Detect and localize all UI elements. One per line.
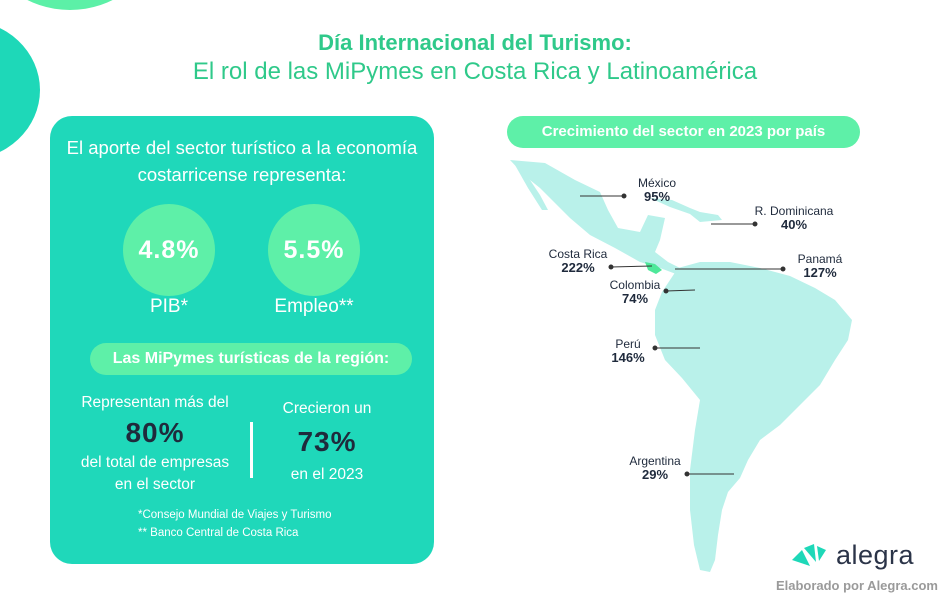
credit-text: Elaborado por Alegra.com [775, 578, 938, 593]
costarica-leader [610, 265, 653, 268]
stat-share-value: 80% [125, 417, 185, 448]
baja-california-shape [515, 165, 548, 210]
costa-rica-highlight [645, 262, 662, 274]
stat-growth: Crecieron un 73% en el 2023 [262, 398, 392, 486]
stat-growth-post: en el 2023 [290, 466, 364, 483]
divider [250, 422, 253, 478]
page-subtitle: El rol de las MiPymes en Costa Rica y La… [192, 58, 758, 85]
label-panama: Panamá 127% [797, 252, 843, 280]
label-colombia: Colombia 74% [609, 278, 661, 306]
stat-growth-value: 73% [297, 426, 357, 457]
stat-share: Representan más del 80% del total de emp… [62, 392, 248, 496]
label-dominicana: R. Dominicana 40% [754, 204, 834, 232]
employment-circle: 5.5% [268, 204, 360, 296]
colombia-dot [663, 288, 669, 294]
label-mexico: México 95% [637, 176, 676, 204]
leader-lines [580, 193, 786, 477]
stat-share-post: del total de empresas en el sector [80, 454, 230, 493]
peru-dot [652, 345, 658, 351]
alegra-logo: alegra [790, 540, 914, 571]
page-title: Día Internacional del Turismo: [318, 30, 632, 55]
footnote-2: ** Banco Central de Costa Rica [138, 527, 299, 539]
decorative-circle [27, 0, 113, 10]
stat-growth-pre: Crecieron un [282, 400, 372, 417]
label-argentina: Argentina 29% [629, 454, 681, 482]
pib-label: PIB* [149, 296, 189, 317]
colombia-leader [665, 289, 696, 292]
employment-label: Empleo** [274, 296, 354, 317]
costarica-dot [608, 264, 614, 270]
map-title: Crecimiento del sector en 2023 por país [507, 116, 860, 148]
alegra-logo-text: alegra [836, 540, 915, 570]
argentina-dot [684, 471, 690, 477]
alegra-leaf-icon [792, 543, 826, 566]
intro-text: El aporte del sector turístico a la econ… [66, 137, 418, 185]
mexico-central-america-shape [510, 160, 680, 274]
decorative-circle [0, 28, 40, 152]
label-costa-rica: Costa Rica 222% [548, 247, 608, 275]
mexico-dot [621, 193, 627, 199]
south-america-shape [655, 262, 852, 572]
pib-circle: 4.8% [123, 204, 215, 296]
costa-rica-panel: El aporte del sector turístico a la econ… [50, 116, 434, 564]
footnote-1: *Consejo Mundial de Viajes y Turismo [138, 509, 332, 521]
dominicana-dot [752, 221, 758, 227]
region-title: Las MiPymes turísticas de la región: [90, 343, 412, 375]
panama-dot [780, 266, 786, 272]
decorative-circles [0, 0, 113, 152]
caribbean-islands-shape [650, 198, 722, 222]
label-peru: Perú 146% [611, 337, 645, 365]
stat-share-pre: Representan más del [81, 394, 229, 411]
